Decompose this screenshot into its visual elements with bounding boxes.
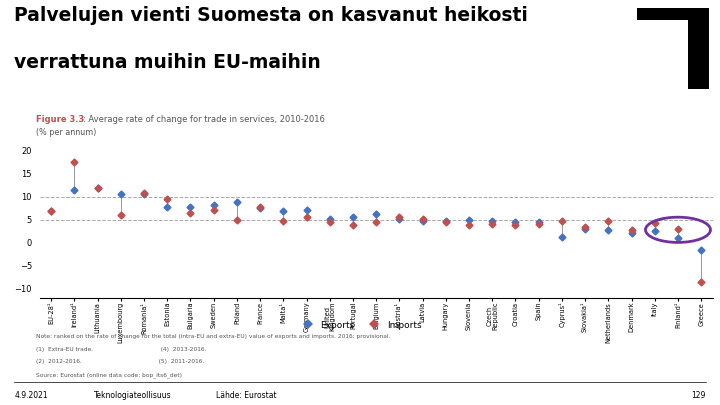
Text: : Average rate of change for trade in services, 2010-2016: : Average rate of change for trade in se… xyxy=(83,115,325,124)
Text: (1)  Extra-EU trade.                                    (4)  2013-2016.: (1) Extra-EU trade. (4) 2013-2016. xyxy=(36,347,207,352)
Text: 4.9.2021: 4.9.2021 xyxy=(14,391,48,400)
Text: 129: 129 xyxy=(691,391,706,400)
Text: (% per annum): (% per annum) xyxy=(36,128,96,137)
Text: Note: ranked on the rate of change for the total (intra-EU and extra-EU) value o: Note: ranked on the rate of change for t… xyxy=(36,334,390,339)
Text: Figure 3.3: Figure 3.3 xyxy=(36,115,84,124)
Legend: Exports, Imports: Exports, Imports xyxy=(295,317,425,333)
Text: Source: Eurostat (online data code: bop_its6_det): Source: Eurostat (online data code: bop_… xyxy=(36,372,182,377)
Text: Lähde: Eurostat: Lähde: Eurostat xyxy=(216,391,276,400)
Text: verrattuna muihin EU-maihin: verrattuna muihin EU-maihin xyxy=(14,53,321,72)
Text: (2)  2012-2016.                                         (5)  2011-2016.: (2) 2012-2016. (5) 2011-2016. xyxy=(36,359,204,364)
Text: Teknologiateollisuus: Teknologiateollisuus xyxy=(94,391,171,400)
Text: Palvelujen vienti Suomesta on kasvanut heikosti: Palvelujen vienti Suomesta on kasvanut h… xyxy=(14,6,528,25)
